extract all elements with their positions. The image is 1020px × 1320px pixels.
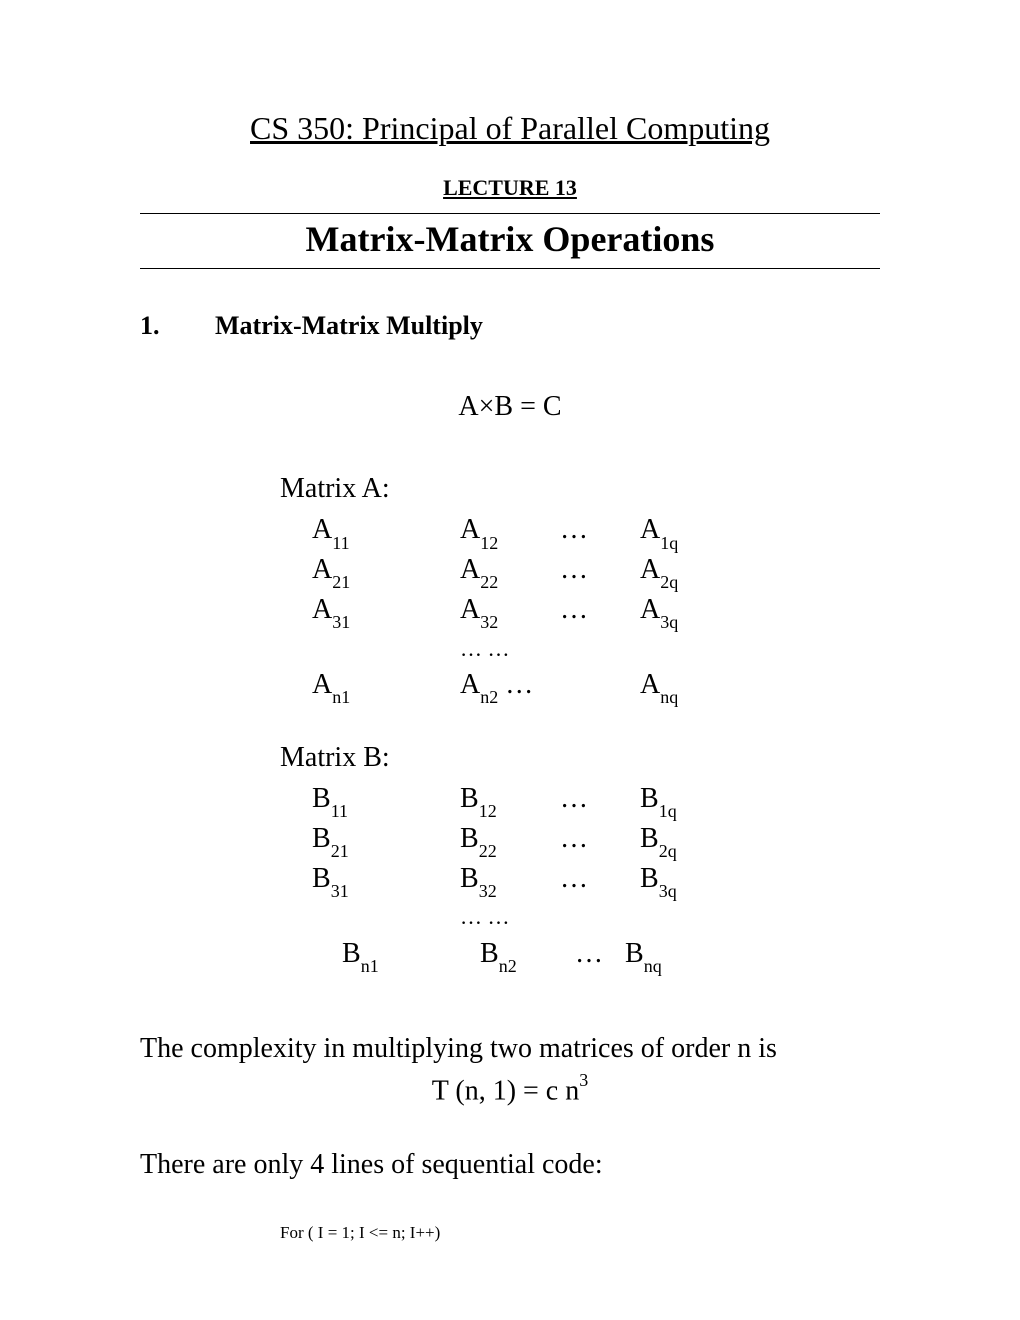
matrix-cell: A12	[460, 511, 560, 551]
matrix-cell: B31	[280, 860, 460, 900]
matrix-b-dots: … …	[280, 899, 880, 934]
matrix-a-label: Matrix A:	[280, 473, 880, 505]
matrix-cell: …	[560, 820, 640, 858]
matrix-b-label: Matrix B:	[280, 742, 880, 774]
matrix-a-block: Matrix A: A11 A12 … A1q A21 A22 … A2q A3…	[280, 473, 880, 706]
matrix-cell: …	[560, 591, 640, 629]
matrix-b-row: Bn1 Bn2 … Bnq	[280, 935, 880, 975]
matrix-b-row: B21 B22 … B2q	[280, 820, 880, 860]
code-intro-text: There are only 4 lines of sequential cod…	[140, 1149, 880, 1181]
lecture-title: LECTURE 13	[140, 175, 880, 201]
matrix-cell: Bn2	[480, 935, 575, 975]
matrix-cell: Anq	[640, 666, 730, 706]
matrix-cell: An2 …	[460, 666, 560, 706]
matrix-cell: A11	[280, 511, 460, 551]
complexity-text: The complexity in multiplying two matric…	[140, 1033, 880, 1065]
matrix-b-row: B11 B12 … B1q	[280, 780, 880, 820]
matrix-cell: …	[560, 551, 640, 589]
matrix-cell: Bnq	[625, 935, 695, 975]
section-number: 1.	[140, 311, 215, 341]
matrix-cell: B2q	[640, 820, 730, 860]
matrix-cell: A1q	[640, 511, 730, 551]
section-title: Matrix-Matrix Multiply	[215, 311, 483, 340]
matrix-cell: B1q	[640, 780, 730, 820]
matrix-cell: …	[560, 511, 640, 549]
main-title-container: Matrix-Matrix Operations	[140, 213, 880, 269]
course-title: CS 350: Principal of Parallel Computing	[140, 110, 880, 147]
matrix-cell: B3q	[640, 860, 730, 900]
matrix-b-block: Matrix B: B11 B12 … B1q B21 B22 … B2q B3…	[280, 742, 880, 975]
matrix-cell: A22	[460, 551, 560, 591]
matrix-cell: B11	[280, 780, 460, 820]
complexity-equation: T (n, 1) = c n3	[140, 1073, 880, 1107]
matrix-cell: An1	[280, 666, 460, 706]
matrix-cell: A3q	[640, 591, 730, 631]
matrix-b-row: B31 B32 … B3q	[280, 860, 880, 900]
matrix-a-row: A21 A22 … A2q	[280, 551, 880, 591]
matrix-a-row: A31 A32 … A3q	[280, 591, 880, 631]
matrix-cell: A32	[460, 591, 560, 631]
main-title: Matrix-Matrix Operations	[140, 218, 880, 260]
matrix-a-row: A11 A12 … A1q	[280, 511, 880, 551]
matrix-cell: A2q	[640, 551, 730, 591]
matrix-cell: …	[560, 780, 640, 818]
equation: A×B = C	[140, 391, 880, 423]
section-heading: 1.Matrix-Matrix Multiply	[140, 311, 880, 341]
matrix-cell: …	[575, 935, 625, 973]
matrix-a-dots: … …	[280, 631, 880, 666]
matrix-cell: B22	[460, 820, 560, 860]
matrix-cell: B32	[460, 860, 560, 900]
matrix-cell: B12	[460, 780, 560, 820]
matrix-a-row: An1 An2 … Anq	[280, 666, 880, 706]
matrix-cell: A21	[280, 551, 460, 591]
matrix-cell: Bn1	[280, 935, 480, 975]
matrix-cell: A31	[280, 591, 460, 631]
matrix-cell: …	[560, 860, 640, 898]
code-line: For ( I = 1; I <= n; I++)	[280, 1223, 880, 1243]
matrix-cell: B21	[280, 820, 460, 860]
